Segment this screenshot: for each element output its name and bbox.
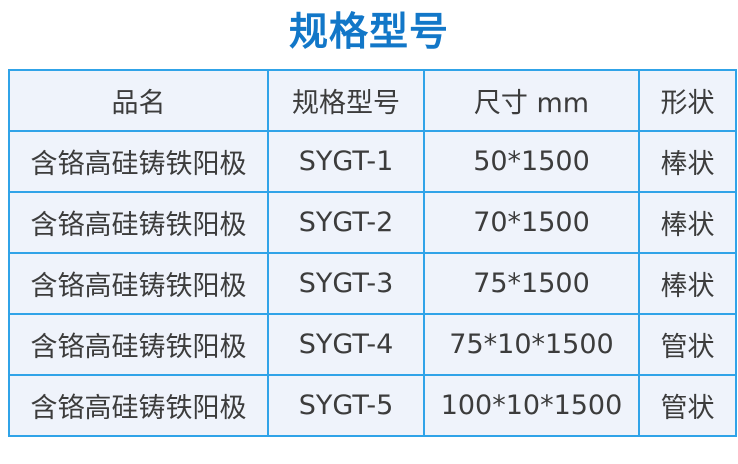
- table-cell: SYGT-5: [267, 373, 425, 437]
- table-cell: 75*1500: [423, 251, 640, 315]
- spec-table: 品名 规格型号 尺寸 mm 形状 含铬高硅铸铁阳极 SYGT-1 50*1500 棒状 含铬高…: [8, 68, 737, 437]
- table-cell: 棒状: [638, 190, 737, 254]
- page-title: 规格型号: [288, 10, 449, 55]
- table-row: 含铬高硅铸铁阳极 SYGT-5 100*10*1500 管状: [8, 373, 737, 437]
- table-cell: 棒状: [638, 129, 737, 193]
- column-header-2: 尺寸 mm: [423, 68, 640, 132]
- table-row: 含铬高硅铸铁阳极 SYGT-3 75*1500 棒状: [8, 251, 737, 315]
- table-cell: SYGT-1: [267, 129, 425, 193]
- table-cell: 含铬高硅铸铁阳极: [8, 373, 269, 437]
- header-row: 品名 规格型号 尺寸 mm 形状: [8, 68, 737, 132]
- table-cell: 管状: [638, 312, 737, 376]
- table-cell: 70*1500: [423, 190, 640, 254]
- spec-table-body: 含铬高硅铸铁阳极 SYGT-1 50*1500 棒状 含铬高硅铸铁阳极 SYGT-2 70*…: [8, 129, 737, 437]
- table-cell: 50*1500: [423, 129, 640, 193]
- table-cell: 含铬高硅铸铁阳极: [8, 129, 269, 193]
- table-row: 含铬高硅铸铁阳极 SYGT-4 75*10*1500 管状: [8, 312, 737, 376]
- table-cell: 含铬高硅铸铁阳极: [8, 251, 269, 315]
- table-cell: 管状: [638, 373, 737, 437]
- table-cell: SYGT-3: [267, 251, 425, 315]
- table-cell: SYGT-2: [267, 190, 425, 254]
- column-header-1: 规格型号: [267, 68, 425, 132]
- table-cell: 含铬高硅铸铁阳极: [8, 312, 269, 376]
- table-cell: SYGT-4: [267, 312, 425, 376]
- table-row: 含铬高硅铸铁阳极 SYGT-2 70*1500 棒状: [8, 190, 737, 254]
- table-cell: 棒状: [638, 251, 737, 315]
- table-cell: 75*10*1500: [423, 312, 640, 376]
- column-header-0: 品名: [8, 68, 269, 132]
- spec-table-head: 品名 规格型号 尺寸 mm 形状: [8, 68, 737, 132]
- table-row: 含铬高硅铸铁阳极 SYGT-1 50*1500 棒状: [8, 129, 737, 193]
- column-header-3: 形状: [638, 68, 737, 132]
- table-cell: 100*10*1500: [423, 373, 640, 437]
- table-cell: 含铬高硅铸铁阳极: [8, 190, 269, 254]
